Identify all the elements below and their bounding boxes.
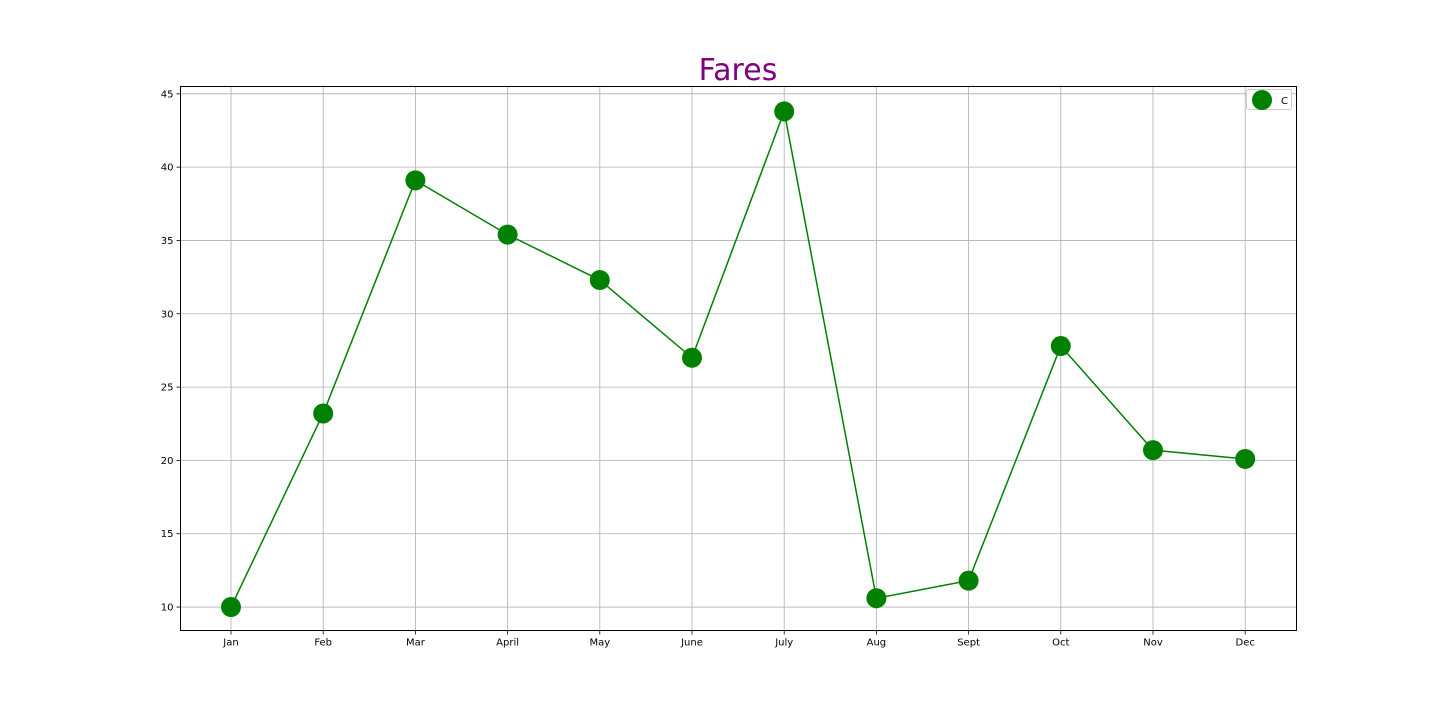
x-tick-label-8: Sept bbox=[957, 638, 980, 649]
x-tick-label-10: Nov bbox=[1143, 638, 1163, 649]
x-tick-label-2: Mar bbox=[406, 638, 426, 649]
data-point-July bbox=[774, 101, 795, 122]
data-point-Mar bbox=[405, 170, 426, 191]
y-tick-label-3: 25 bbox=[161, 383, 174, 394]
data-point-June bbox=[682, 347, 702, 368]
data-point-Dec bbox=[1235, 448, 1256, 469]
x-tick-label-5: June bbox=[680, 638, 703, 649]
y-tick-label-0: 10 bbox=[161, 603, 174, 614]
x-tick-label-1: Feb bbox=[314, 638, 332, 649]
data-point-Aug bbox=[866, 588, 887, 609]
chart-title: Fares bbox=[699, 53, 778, 88]
y-tick-label-4: 30 bbox=[161, 309, 174, 320]
legend: C bbox=[1246, 89, 1292, 110]
y-axis-ticks: 10 15 20 25 30 35 40 45 bbox=[161, 89, 181, 614]
data-point-May bbox=[589, 270, 610, 291]
y-tick-label-6: 40 bbox=[161, 163, 174, 174]
data-point-April bbox=[497, 224, 518, 245]
data-point-Feb bbox=[313, 403, 334, 424]
x-tick-label-0: Jan bbox=[222, 638, 238, 649]
legend-label-C: C bbox=[1281, 96, 1288, 107]
grid-lines bbox=[180, 86, 1297, 631]
data-point-Sept bbox=[958, 570, 979, 591]
x-tick-label-6: July bbox=[774, 638, 793, 649]
y-tick-label-7: 45 bbox=[161, 89, 174, 100]
y-tick-label-5: 35 bbox=[161, 236, 174, 247]
data-point-Oct bbox=[1050, 336, 1071, 357]
legend-marker-C bbox=[1252, 90, 1272, 110]
x-tick-label-9: Oct bbox=[1052, 638, 1069, 649]
data-point-Nov bbox=[1143, 440, 1163, 461]
y-tick-label-1: 15 bbox=[161, 529, 174, 540]
axes-frame bbox=[180, 86, 1297, 631]
series-C bbox=[221, 101, 1256, 618]
x-tick-label-3: April bbox=[496, 638, 519, 649]
series-line-C bbox=[230, 108, 1246, 608]
y-tick-label-2: 20 bbox=[161, 456, 174, 467]
x-tick-label-11: Dec bbox=[1236, 638, 1255, 649]
data-point-Jan bbox=[221, 597, 241, 618]
x-tick-label-7: Aug bbox=[867, 638, 887, 649]
x-axis-ticks: Jan Feb Mar April May June July Aug Sept Oct Nov De… bbox=[222, 630, 1255, 649]
x-tick-label-4: May bbox=[589, 638, 610, 649]
